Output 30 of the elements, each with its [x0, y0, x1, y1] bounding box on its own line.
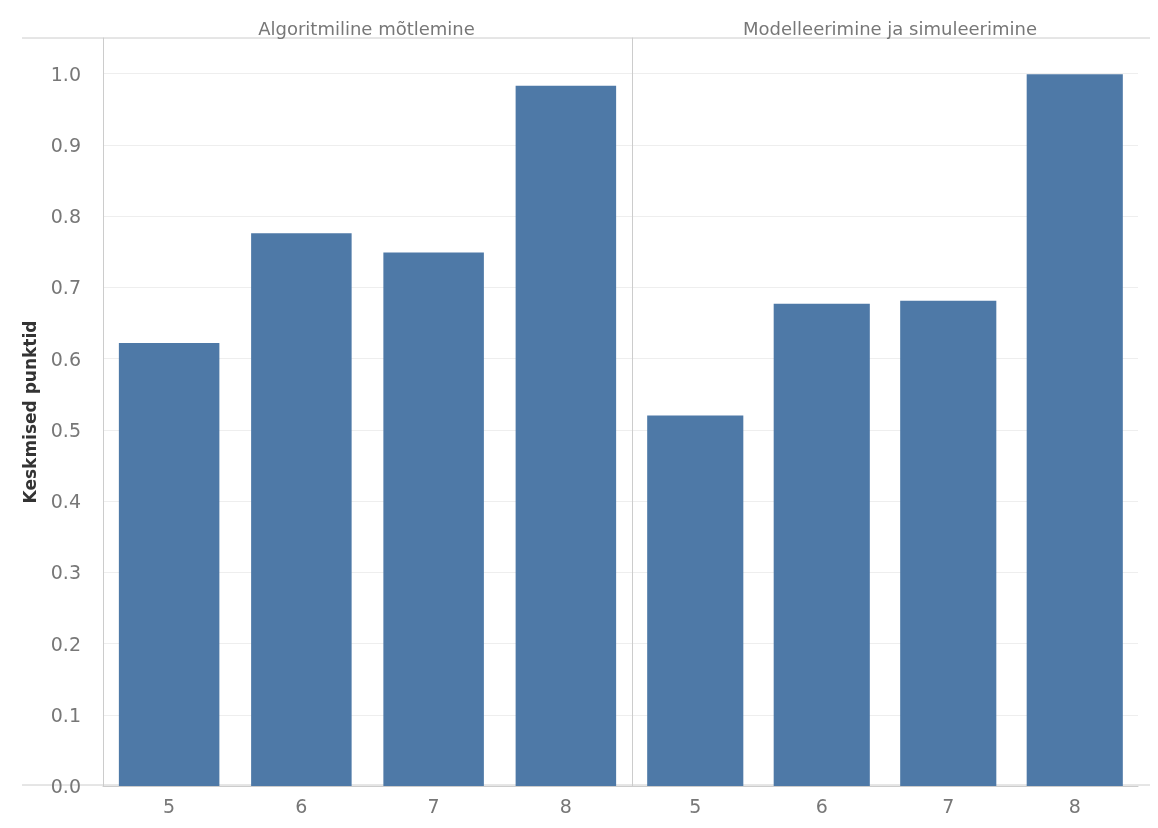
x-tick-label: 8	[1068, 794, 1081, 817]
y-tick-label: 0.6	[50, 347, 81, 370]
bar	[1026, 74, 1123, 786]
y-tick-label: 0.4	[50, 490, 81, 513]
y-tick-label: 0.1	[50, 703, 81, 726]
x-tick-label: 7	[427, 794, 440, 817]
x-tick-label: 8	[559, 794, 572, 817]
y-tick-label: 0.7	[50, 276, 81, 299]
y-tick-label: 0.8	[50, 205, 81, 228]
y-tick-label: 0.3	[50, 561, 81, 584]
x-tick-label: 6	[815, 794, 828, 817]
y-tick-label: 0.9	[50, 133, 81, 156]
y-tick-label: 0.5	[50, 418, 81, 441]
bar	[118, 342, 220, 786]
bar	[383, 252, 484, 786]
bar	[647, 415, 744, 786]
x-tick-label: 7	[942, 794, 955, 817]
x-tick-label: 5	[163, 794, 176, 817]
y-axis-title: Keskmised punktid	[19, 320, 40, 504]
chart-title: Modelleerimine ja simuleerimine	[743, 17, 1037, 39]
x-tick-label: 6	[295, 794, 308, 817]
bar	[773, 303, 870, 786]
y-tick-label: 0.0	[50, 775, 81, 797]
x-tick-label: 5	[689, 794, 702, 817]
bar	[900, 300, 997, 786]
bar	[251, 233, 352, 786]
bar	[515, 85, 617, 786]
chart-title: Algoritmiline mõtlemine	[258, 17, 475, 39]
y-tick-label: 1.0	[50, 62, 81, 85]
y-tick-label: 0.2	[50, 632, 81, 655]
